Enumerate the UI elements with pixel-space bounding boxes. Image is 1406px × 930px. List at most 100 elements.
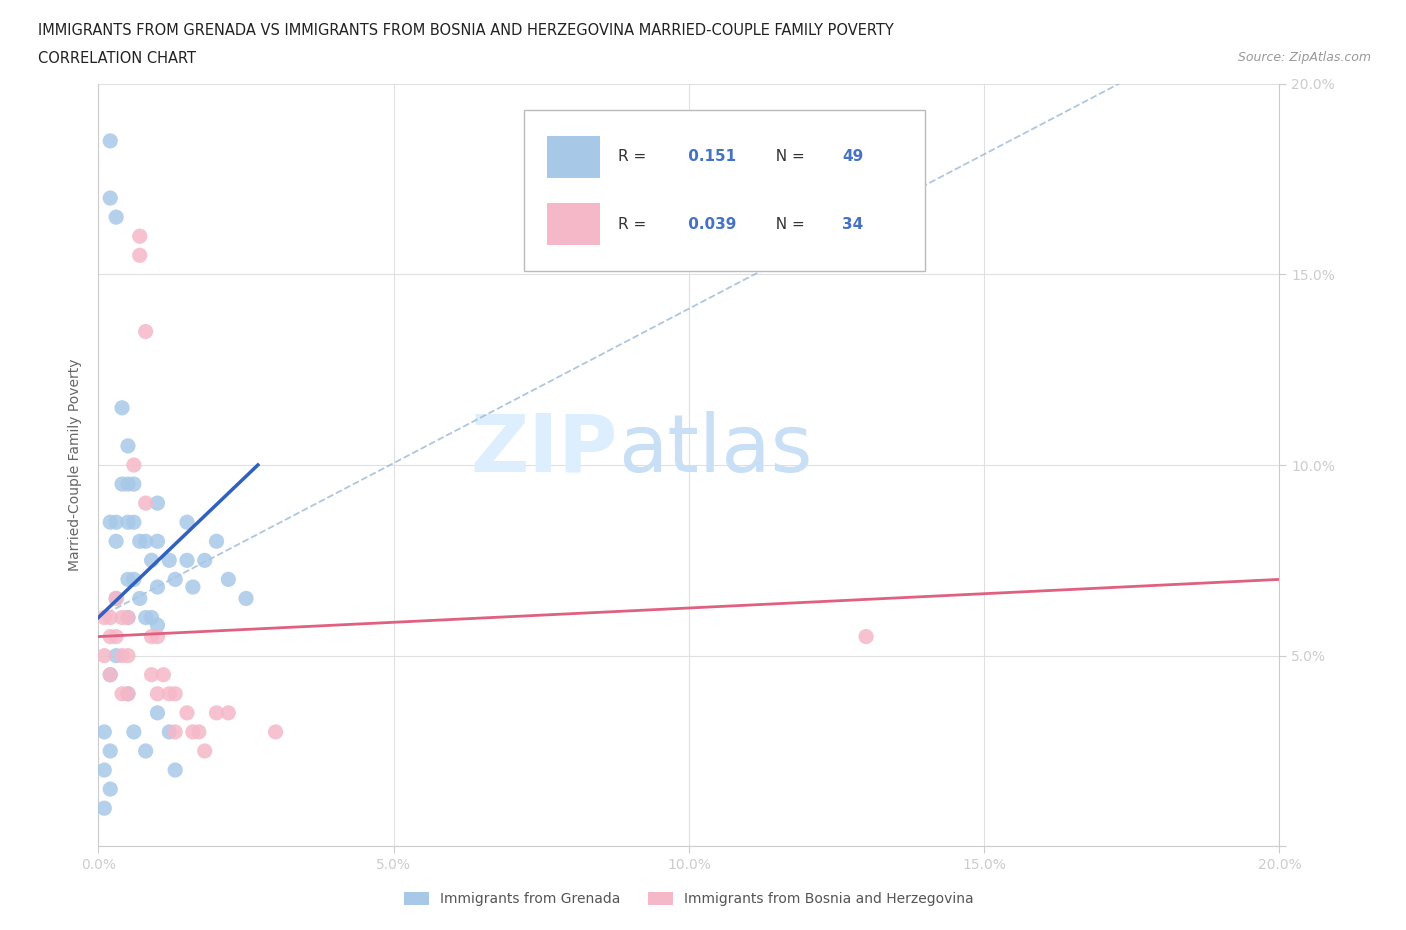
Point	[117, 686, 139, 701]
Point	[122, 458, 145, 472]
Point	[117, 572, 139, 587]
Point	[194, 553, 217, 568]
Point	[122, 477, 145, 492]
Point	[146, 534, 169, 549]
Point	[157, 724, 180, 739]
Point	[122, 572, 145, 587]
Point	[98, 610, 121, 625]
Point	[141, 630, 163, 644]
Point	[98, 668, 121, 683]
Point	[141, 668, 163, 683]
Point	[117, 515, 139, 530]
Point	[165, 724, 187, 739]
Point	[98, 134, 121, 149]
Point	[105, 630, 128, 644]
Point	[93, 610, 115, 625]
FancyBboxPatch shape	[523, 111, 925, 271]
Point	[111, 686, 134, 701]
Text: N =: N =	[766, 217, 810, 232]
Point	[117, 439, 139, 454]
Point	[146, 618, 169, 632]
Point	[141, 553, 163, 568]
Text: IMMIGRANTS FROM GRENADA VS IMMIGRANTS FROM BOSNIA AND HERZEGOVINA MARRIED-COUPLE: IMMIGRANTS FROM GRENADA VS IMMIGRANTS FR…	[38, 23, 894, 38]
Point	[98, 515, 121, 530]
Point	[117, 610, 139, 625]
Text: atlas: atlas	[619, 411, 813, 489]
Text: ZIP: ZIP	[471, 411, 619, 489]
Point	[135, 744, 157, 759]
Point	[111, 401, 134, 416]
Point	[176, 553, 198, 568]
Text: R =: R =	[619, 217, 651, 232]
Point	[128, 248, 150, 263]
Point	[181, 579, 204, 594]
Text: Source: ZipAtlas.com: Source: ZipAtlas.com	[1237, 51, 1371, 64]
Point	[105, 648, 128, 663]
Point	[93, 724, 115, 739]
Point	[98, 781, 121, 796]
Point	[146, 579, 169, 594]
Point	[122, 515, 145, 530]
Point	[141, 610, 163, 625]
Point	[93, 763, 115, 777]
Point	[176, 706, 198, 721]
Text: 49: 49	[842, 150, 863, 165]
Text: R =: R =	[619, 150, 651, 165]
Point	[111, 648, 134, 663]
Point	[187, 724, 209, 739]
Point	[217, 572, 239, 587]
Point	[152, 668, 174, 683]
Point	[93, 648, 115, 663]
Point	[128, 534, 150, 549]
Point	[135, 325, 157, 339]
Point	[205, 706, 228, 721]
Point	[98, 668, 121, 683]
Point	[146, 630, 169, 644]
Point	[98, 630, 121, 644]
Point	[128, 591, 150, 606]
Y-axis label: Married-Couple Family Poverty: Married-Couple Family Poverty	[69, 359, 83, 571]
Point	[235, 591, 257, 606]
Point	[176, 515, 198, 530]
Text: 34: 34	[842, 217, 863, 232]
Point	[165, 572, 187, 587]
Point	[205, 534, 228, 549]
Point	[181, 724, 204, 739]
Point	[105, 210, 128, 225]
Point	[122, 724, 145, 739]
Point	[146, 706, 169, 721]
Point	[135, 610, 157, 625]
Point	[146, 496, 169, 511]
Point	[105, 515, 128, 530]
Text: 0.151: 0.151	[683, 150, 737, 165]
Point	[135, 534, 157, 549]
Point	[117, 686, 139, 701]
Point	[264, 724, 287, 739]
Point	[165, 763, 187, 777]
Text: CORRELATION CHART: CORRELATION CHART	[38, 51, 195, 66]
Point	[105, 591, 128, 606]
Point	[105, 591, 128, 606]
Text: 0.039: 0.039	[683, 217, 737, 232]
Point	[105, 534, 128, 549]
Legend: Immigrants from Grenada, Immigrants from Bosnia and Herzegovina: Immigrants from Grenada, Immigrants from…	[398, 886, 980, 911]
Point	[128, 229, 150, 244]
Point	[111, 610, 134, 625]
Point	[117, 648, 139, 663]
Point	[98, 744, 121, 759]
Bar	[547, 137, 600, 179]
Point	[146, 686, 169, 701]
Point	[217, 706, 239, 721]
Text: N =: N =	[766, 150, 810, 165]
Point	[157, 553, 180, 568]
Point	[157, 686, 180, 701]
Point	[194, 744, 217, 759]
Point	[135, 496, 157, 511]
Point	[93, 801, 115, 816]
Point	[165, 686, 187, 701]
Point	[117, 477, 139, 492]
Bar	[547, 204, 600, 246]
Point	[98, 191, 121, 206]
Point	[111, 477, 134, 492]
Point	[117, 610, 139, 625]
